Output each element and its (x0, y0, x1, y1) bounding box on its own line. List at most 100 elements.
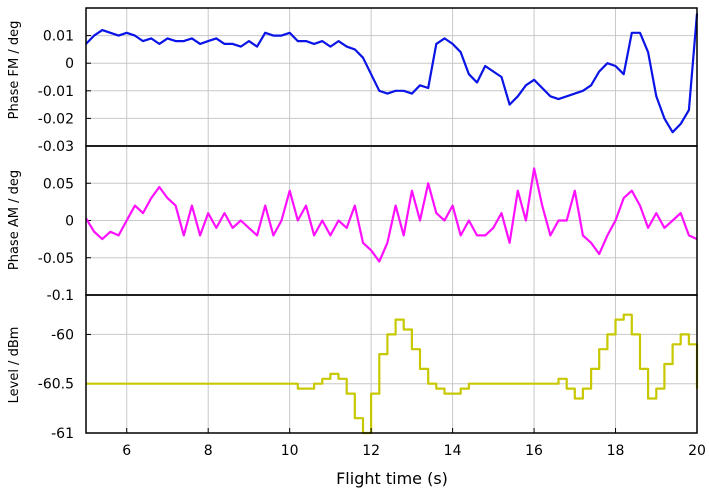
data-point (142, 40, 144, 42)
data-point (264, 205, 266, 207)
data-point (582, 234, 584, 236)
data-point (313, 383, 315, 385)
data-point (354, 48, 356, 51)
data-point (175, 205, 177, 207)
data-point (525, 219, 527, 222)
data-point (158, 186, 160, 188)
data-point (468, 73, 470, 75)
data-point (566, 388, 568, 390)
data-point (427, 182, 429, 184)
data-point (395, 205, 397, 207)
data-point (688, 343, 690, 345)
data-point (672, 131, 674, 133)
data-point (329, 46, 331, 48)
data-point (118, 35, 120, 37)
data-point (166, 197, 169, 199)
x-tick-label: 12 (362, 443, 380, 459)
data-point (435, 43, 437, 45)
y-tick-label: -0.02 (38, 111, 74, 127)
data-point (134, 205, 136, 207)
data-point (639, 368, 641, 370)
data-point (541, 87, 543, 89)
data-point (509, 104, 511, 106)
data-point (647, 397, 649, 400)
x-tick-label: 8 (204, 443, 213, 459)
data-point (419, 84, 421, 86)
data-point (362, 242, 364, 244)
data-point (395, 319, 397, 321)
data-point (354, 205, 356, 207)
data-point (256, 234, 258, 236)
data-point (395, 90, 397, 92)
data-point (337, 378, 340, 380)
data-point (452, 43, 454, 45)
data-point (215, 227, 217, 229)
data-point (378, 90, 380, 92)
data-point (378, 260, 380, 263)
data-point (460, 388, 462, 390)
data-point (623, 197, 625, 199)
data-point (289, 383, 291, 385)
data-point (126, 32, 128, 34)
data-point (386, 93, 388, 95)
series-line (86, 313, 699, 435)
data-point (557, 98, 560, 100)
y-tick-label: -61 (51, 426, 74, 442)
data-point (199, 234, 201, 236)
data-point (606, 62, 609, 64)
data-point (126, 219, 128, 222)
data-point (655, 388, 657, 390)
x-axis-title: Flight time (s) (336, 469, 448, 488)
data-point (500, 76, 503, 78)
data-point (207, 40, 209, 42)
data-point (297, 219, 299, 222)
data-point (566, 95, 568, 97)
data-point (574, 397, 576, 400)
data-point (207, 212, 209, 214)
data-point (639, 205, 641, 207)
data-point (403, 328, 405, 331)
data-point (419, 368, 421, 370)
data-point (557, 219, 560, 222)
data-point (533, 167, 535, 169)
data-point (574, 93, 576, 95)
data-point (321, 378, 323, 380)
data-point (631, 190, 633, 192)
data-point (337, 40, 340, 42)
data-point (419, 219, 421, 222)
data-point (517, 95, 519, 97)
data-point (109, 32, 111, 34)
data-point (183, 40, 185, 42)
data-point (623, 314, 625, 316)
data-point (614, 65, 617, 67)
data-point (403, 90, 405, 92)
data-point (492, 70, 494, 73)
data-point (435, 212, 437, 214)
data-point (183, 234, 185, 236)
data-point (655, 95, 657, 97)
y-tick-label: 0.05 (43, 176, 74, 192)
data-point (215, 37, 217, 40)
y-tick-label: 0 (65, 56, 74, 72)
data-point (517, 190, 519, 192)
data-point (672, 219, 674, 222)
y-axis-title-level: Level / dBm (7, 327, 22, 404)
data-point (280, 35, 283, 37)
data-point (468, 383, 470, 385)
data-point (484, 234, 486, 236)
data-point (484, 65, 486, 67)
data-point (101, 238, 103, 240)
data-point (672, 343, 674, 345)
data-point (525, 84, 527, 86)
data-point (614, 219, 617, 222)
data-point (688, 109, 690, 111)
data-point (158, 43, 160, 45)
data-point (411, 93, 413, 95)
data-point (386, 242, 388, 244)
data-point (150, 197, 152, 199)
data-point (305, 205, 307, 207)
data-point (590, 84, 592, 86)
data-point (191, 37, 193, 40)
series-line (85, 13, 699, 134)
data-point (557, 378, 560, 380)
